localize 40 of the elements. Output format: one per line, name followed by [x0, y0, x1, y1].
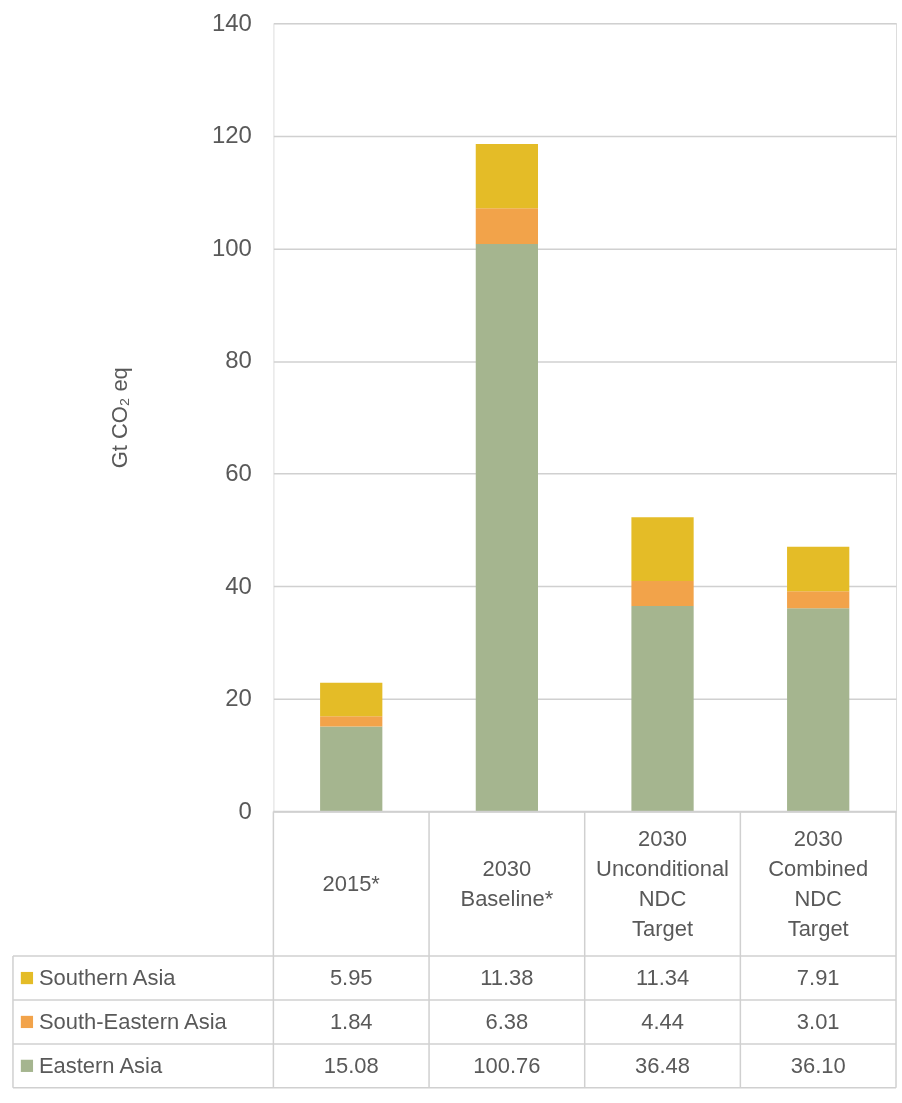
x-tick-label: 2030 Baseline*	[460, 855, 554, 911]
bar	[320, 716, 383, 727]
x-tick-label: 2015*	[322, 870, 381, 896]
bar	[320, 726, 383, 812]
legend-label: South-Eastern Asia	[38, 1008, 228, 1034]
bar	[320, 682, 383, 717]
data-label: 5.95	[329, 965, 373, 991]
bar	[631, 581, 694, 607]
data-label: 11.34	[635, 965, 690, 991]
data-label: 7.91	[796, 965, 840, 991]
y-tick-label: 40	[225, 571, 252, 599]
data-label: 11.38	[480, 965, 534, 991]
bar	[475, 144, 539, 209]
x-tick-label: 2030 Unconditional NDC Target	[596, 825, 729, 941]
data-label: 100.76	[473, 1052, 541, 1078]
data-label: 6.38	[485, 1008, 529, 1034]
data-label: 3.01	[796, 1008, 840, 1034]
data-label: 36.48	[635, 1052, 690, 1078]
legend-label: Eastern Asia	[38, 1052, 163, 1078]
y-axis-title: Gt CO₂ eq	[107, 367, 133, 469]
bar	[631, 606, 694, 812]
data-label: 4.44	[641, 1008, 684, 1034]
x-tick-label: 2030 Combined NDC Target	[768, 825, 869, 941]
legend-label: Southern Asia	[38, 965, 177, 991]
data-label: 36.10	[790, 1052, 846, 1078]
bar	[631, 517, 694, 582]
bar	[787, 546, 850, 592]
y-tick-label: 80	[225, 346, 252, 374]
y-tick-label: 140	[211, 8, 252, 36]
y-tick-label: 100	[211, 233, 252, 261]
data-label: 15.08	[323, 1052, 379, 1078]
bar	[475, 244, 539, 812]
y-tick-label: 60	[225, 459, 252, 487]
bar	[475, 208, 539, 245]
data-label: 1.84	[329, 1008, 373, 1034]
bar	[787, 608, 850, 812]
bar	[787, 591, 850, 609]
y-tick-label: 0	[238, 796, 252, 824]
y-tick-label: 120	[211, 121, 252, 149]
y-tick-label: 20	[225, 684, 252, 712]
